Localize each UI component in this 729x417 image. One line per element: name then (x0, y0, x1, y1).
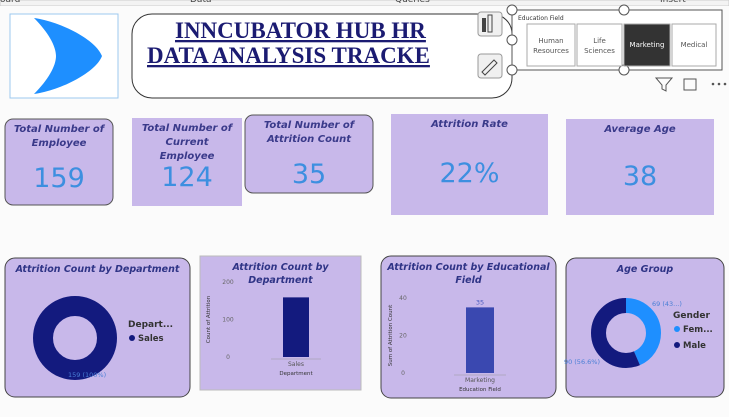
y-axis-label: Count of Attrition (206, 295, 212, 343)
x-axis-label: Department (279, 371, 313, 377)
chart-title: Attrition Count by Department (15, 264, 180, 275)
card-label: Attrition Rate (431, 119, 508, 130)
ribbon-tab[interactable]: Insert (660, 0, 686, 5)
x-tick-label: Marketing (465, 377, 495, 384)
data-label: 35 (476, 298, 484, 306)
card (244, 114, 374, 194)
title-line: DATA ANALYSIS TRACKE (147, 43, 430, 68)
legend-title: Depart... (128, 320, 173, 330)
y-tick-label: 100 (222, 317, 234, 324)
legend-label: Male (683, 341, 706, 351)
chart-panel (565, 257, 725, 398)
ribbon-strip (0, 0, 729, 7)
y-tick-label: 20 (399, 333, 407, 340)
focus-icon[interactable] (683, 78, 697, 91)
card-value: 38 (622, 161, 658, 192)
y-tick-label: 0 (226, 354, 230, 361)
chart-panel (199, 255, 362, 391)
handle (506, 64, 518, 76)
ribbon-tab[interactable]: oard (0, 0, 20, 5)
slicer-option[interactable] (671, 23, 717, 67)
card-value: 159 (33, 163, 85, 194)
icon (482, 18, 486, 32)
card-label: Total Number of Current Employee (141, 123, 233, 162)
y-axis-label: Sum of Attrition Count (388, 304, 394, 366)
data-label: 69 (43...) (652, 300, 682, 308)
data-label: 90 (56.6%) (564, 358, 600, 366)
y-tick-label: 200 (222, 279, 234, 286)
data-label: 159 (100%) (68, 371, 106, 379)
legend-marker (674, 326, 680, 332)
card-label: Total Number of Attrition Count (263, 120, 355, 145)
card (391, 114, 548, 215)
slicer-option[interactable] (576, 23, 623, 67)
more-icon[interactable] (717, 82, 721, 86)
chart-title: Age Group (616, 264, 674, 275)
slicer-title: Education Field (518, 15, 564, 22)
icon-button[interactable] (477, 53, 503, 79)
legend-marker (129, 335, 135, 341)
slicer-option-label[interactable]: Marketing (629, 41, 665, 49)
filter-icon[interactable] (654, 77, 674, 92)
donut-slice (591, 298, 661, 368)
legend-marker (674, 342, 680, 348)
title-line: INNCUBATOR HUB HR (175, 18, 426, 43)
legend-title: Gender (673, 311, 710, 321)
card (566, 119, 714, 215)
y-tick-label: 40 (399, 295, 407, 302)
legend-label: Sales (138, 334, 164, 344)
more-icon[interactable] (723, 82, 727, 86)
bar (283, 297, 309, 357)
card-value: 124 (161, 162, 213, 193)
card-value: 22% (439, 158, 500, 189)
chart-title: Attrition Count by Educational Field (387, 262, 550, 286)
handle (506, 4, 518, 16)
card-value: 35 (291, 159, 327, 190)
slicer-option[interactable] (623, 23, 671, 67)
icon (481, 59, 498, 76)
handle (506, 34, 518, 46)
bar (466, 307, 494, 373)
logo (34, 18, 102, 94)
more-icon[interactable] (711, 82, 715, 86)
handle (618, 4, 630, 16)
y-tick-label: 0 (401, 370, 405, 377)
x-axis-label: Education Field (459, 387, 501, 393)
card (132, 118, 242, 206)
card (4, 118, 114, 206)
chart-title: Attrition Count by Department (232, 262, 329, 286)
card-label: Average Age (604, 124, 676, 135)
slicer-option-label[interactable]: Life Sciences (584, 37, 615, 55)
donut-slice (33, 296, 117, 380)
legend-label: Fem... (683, 325, 713, 335)
ribbon-tab[interactable]: Data (190, 0, 212, 5)
slicer-option-label[interactable]: Medical (680, 41, 708, 49)
card-label: Total Number of Employee (13, 124, 105, 149)
slicer-option[interactable] (526, 23, 576, 67)
slicer-option-label[interactable]: Human Resources (533, 37, 569, 55)
ribbon-tab[interactable]: Queries (395, 0, 430, 5)
icon (487, 14, 493, 33)
x-tick-label: Sales (288, 361, 304, 368)
